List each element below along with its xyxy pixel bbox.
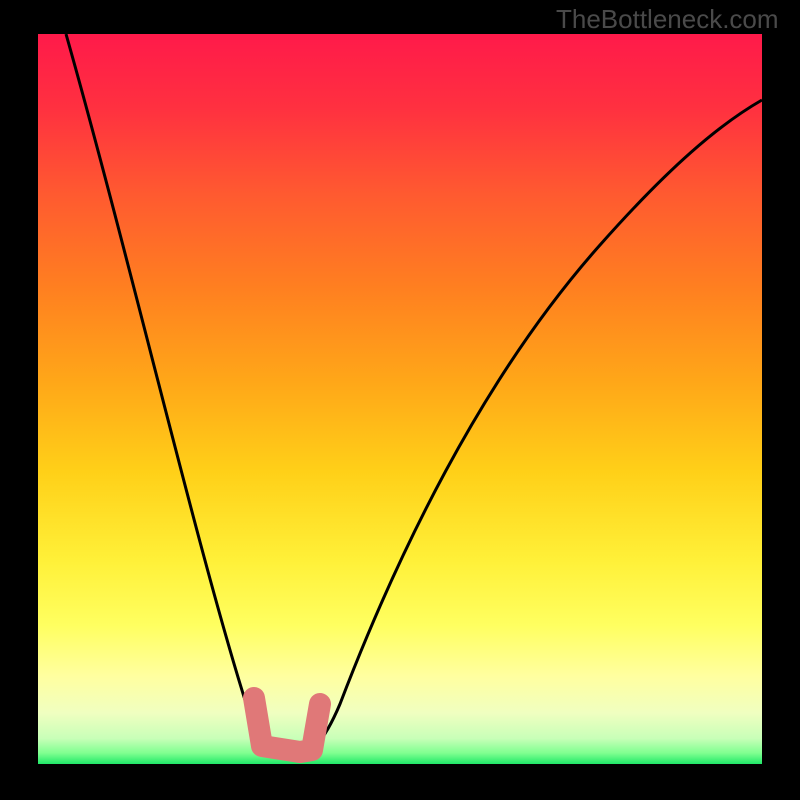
watermark-text: TheBottleneck.com (556, 4, 779, 35)
marker-bracket (254, 698, 320, 752)
chart-container: TheBottleneck.com (0, 0, 800, 800)
bottleneck-curve (66, 34, 762, 756)
chart-overlay (0, 0, 800, 800)
